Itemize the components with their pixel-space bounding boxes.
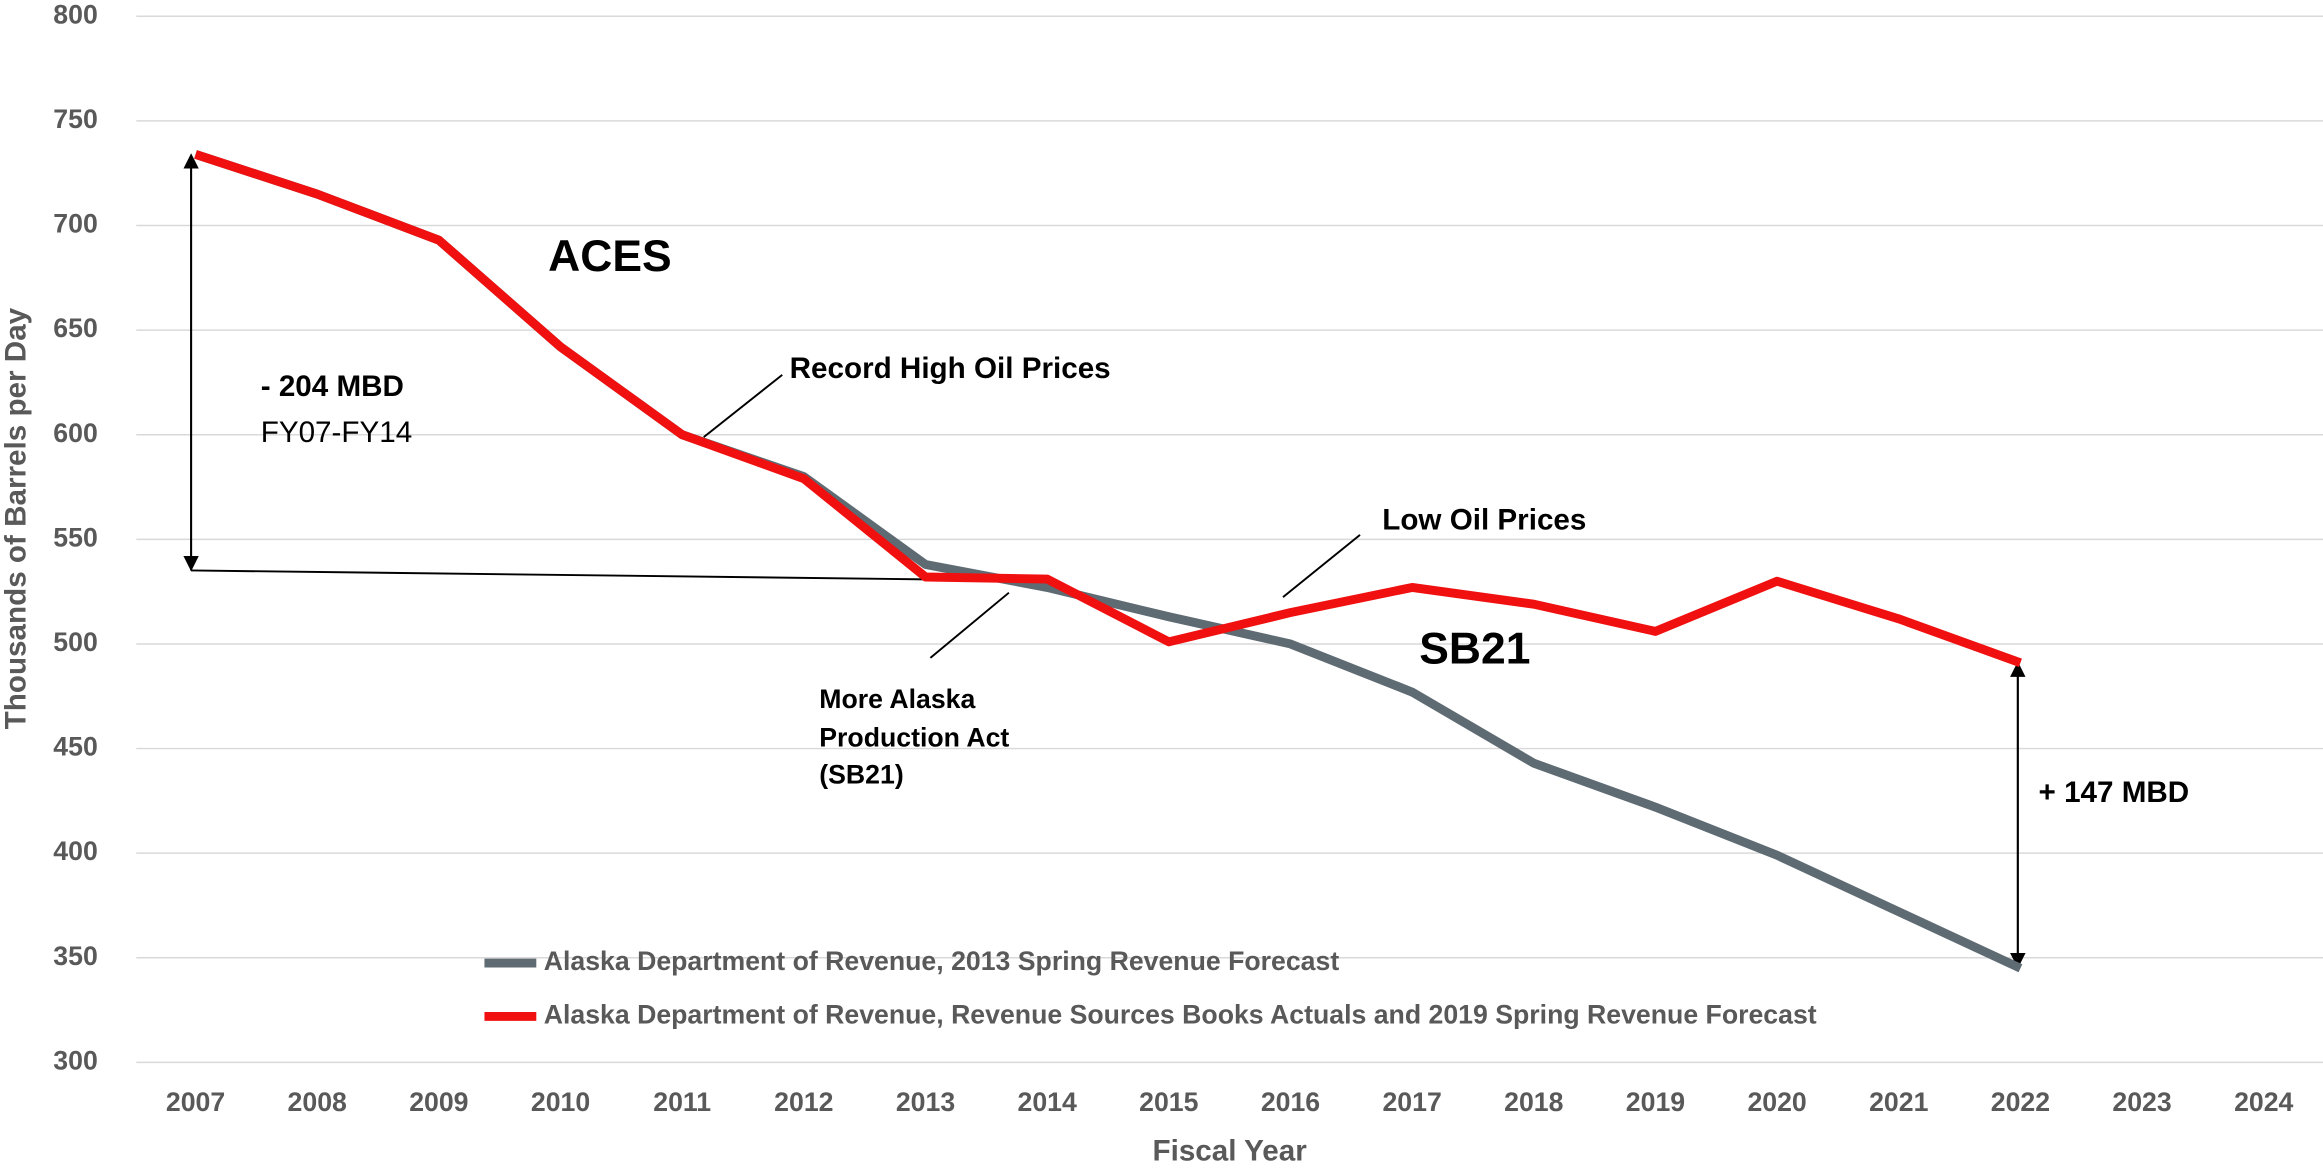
pointer bbox=[1282, 534, 1361, 598]
annotation: More Alaska bbox=[819, 684, 975, 714]
legend-label: Alaska Department of Revenue, Revenue So… bbox=[544, 1000, 1817, 1030]
legend-label: Alaska Department of Revenue, 2013 Sprin… bbox=[544, 946, 1340, 976]
x-tick-label: 2024 bbox=[2234, 1087, 2293, 1117]
x-tick-label: 2017 bbox=[1382, 1087, 1441, 1117]
annotation: Record High Oil Prices bbox=[790, 352, 1111, 385]
y-tick-label: 650 bbox=[53, 313, 97, 343]
x-axis-title: Fiscal Year bbox=[1153, 1135, 1308, 1168]
annotation: Production Act bbox=[819, 722, 1009, 752]
x-tick-label: 2007 bbox=[166, 1087, 225, 1117]
y-tick-label: 750 bbox=[53, 104, 97, 134]
x-tick-label: 2014 bbox=[1018, 1087, 1077, 1117]
annotation: Low Oil Prices bbox=[1382, 503, 1586, 536]
x-tick-label: 2010 bbox=[531, 1087, 590, 1117]
y-tick-label: 600 bbox=[53, 418, 97, 448]
connector bbox=[191, 569, 926, 581]
pointer bbox=[929, 591, 1010, 659]
x-tick-label: 2018 bbox=[1504, 1087, 1563, 1117]
y-tick-label: 300 bbox=[53, 1045, 97, 1075]
annotation: FY07-FY14 bbox=[261, 416, 412, 449]
x-tick-label: 2023 bbox=[2112, 1087, 2171, 1117]
y-tick-label: 550 bbox=[53, 522, 97, 552]
x-tick-label: 2011 bbox=[653, 1087, 711, 1117]
x-tick-label: 2022 bbox=[1991, 1087, 2050, 1117]
x-tick-label: 2016 bbox=[1261, 1087, 1320, 1117]
y-tick-label: 700 bbox=[53, 209, 97, 239]
x-tick-label: 2015 bbox=[1139, 1087, 1198, 1117]
x-tick-label: 2012 bbox=[774, 1087, 833, 1117]
x-tick-label: 2013 bbox=[896, 1087, 955, 1117]
annotation: - 204 MBD bbox=[261, 370, 404, 403]
annotation: SB21 bbox=[1419, 625, 1530, 674]
x-tick-label: 2008 bbox=[288, 1087, 347, 1117]
x-tick-label: 2020 bbox=[1747, 1087, 1806, 1117]
annotation-lines bbox=[183, 153, 2026, 969]
x-tick-label: 2021 bbox=[1869, 1087, 1928, 1117]
annotation: + 147 MBD bbox=[2039, 776, 2190, 809]
annotation: ACES bbox=[548, 232, 671, 281]
annotation: (SB21) bbox=[819, 759, 903, 789]
x-tick-label: 2009 bbox=[409, 1087, 468, 1117]
x-tick-label: 2019 bbox=[1626, 1087, 1685, 1117]
series-line bbox=[194, 150, 2023, 973]
y-axis-title: Thousands of Barrels per Day bbox=[0, 307, 33, 729]
pointer bbox=[703, 374, 783, 438]
y-tick-label: 800 bbox=[53, 0, 97, 29]
series-line bbox=[194, 150, 2022, 667]
y-tick-label: 500 bbox=[53, 627, 97, 657]
y-tick-label: 450 bbox=[53, 732, 97, 762]
y-tick-label: 350 bbox=[53, 941, 97, 971]
y-tick-label: 400 bbox=[53, 836, 97, 866]
